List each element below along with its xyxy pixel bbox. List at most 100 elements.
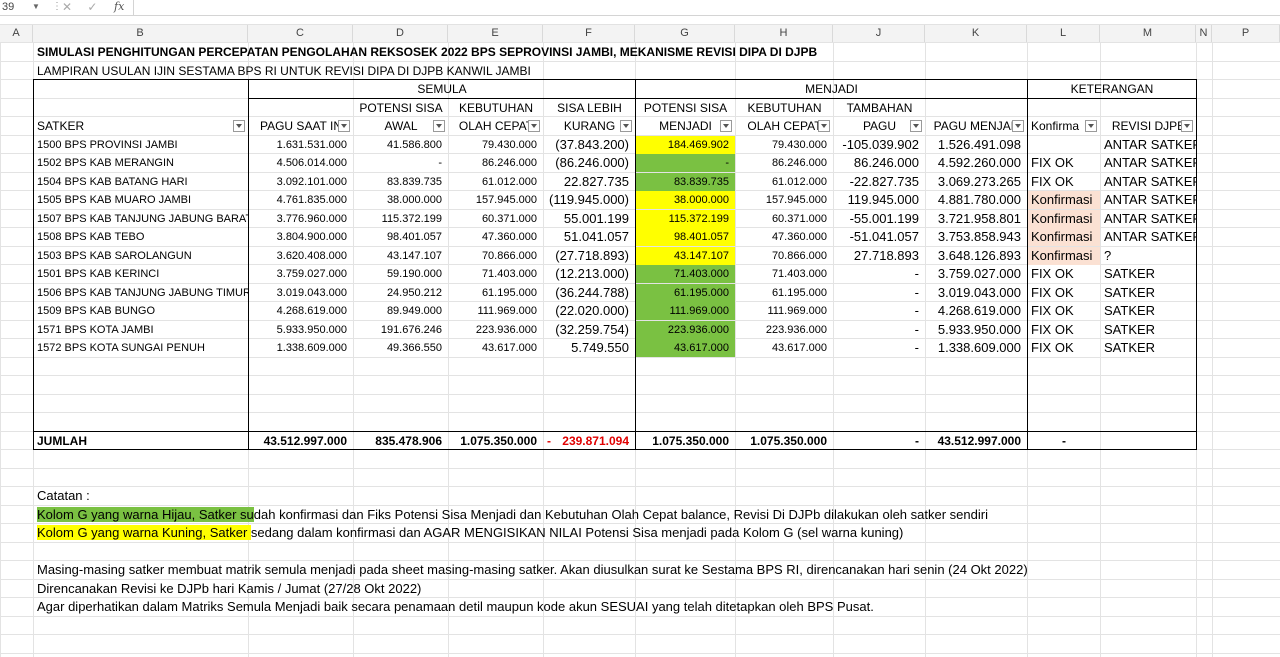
kebutuhan-olah-cepat[interactable]: 60.371.000 <box>481 213 537 225</box>
tambahan-pagu[interactable]: - <box>914 303 919 318</box>
column-header-n[interactable]: N <box>1196 25 1212 42</box>
formula-input[interactable] <box>133 0 1280 15</box>
pagu-menjadi[interactable]: 3.069.273.265 <box>937 174 1021 189</box>
pagu-saat-ini[interactable]: 1.338.609.000 <box>276 342 347 354</box>
column-header-m[interactable]: M <box>1100 25 1196 42</box>
sisa-lebih-kurang[interactable]: 5.749.550 <box>571 340 629 355</box>
filter-dropdown-icon[interactable] <box>528 120 540 132</box>
potensi-sisa-menjadi[interactable]: 115.372.199 <box>636 210 735 228</box>
kebutuhan-olah-cepat[interactable]: 86.246.000 <box>481 157 537 169</box>
sisa-lebih-kurang[interactable]: (32.259.754) <box>555 322 629 337</box>
konfirmasi-status[interactable]: FIX OK <box>1031 340 1074 355</box>
potensi-sisa-menjadi[interactable]: 223.936.000 <box>636 321 735 339</box>
potensi-sisa-awal[interactable]: 41.586.800 <box>386 139 442 151</box>
formula-action-buttons[interactable]: ✕ ✓ <box>62 0 104 14</box>
tambahan-pagu[interactable]: - <box>914 322 919 337</box>
satker-name[interactable]: 1507 BPS KAB TANJUNG JABUNG BARAT <box>37 213 248 225</box>
pagu-saat-ini[interactable]: 4.761.835.000 <box>276 194 347 206</box>
filter-dropdown-icon[interactable] <box>818 120 830 132</box>
pagu-saat-ini[interactable]: 3.092.101.000 <box>276 176 347 188</box>
potensi-sisa-menjadi[interactable]: 38.000.000 <box>636 191 735 209</box>
pagu-saat-ini[interactable]: 3.759.027.000 <box>276 268 347 280</box>
column-header-p[interactable]: P <box>1212 25 1280 42</box>
pagu-saat-ini[interactable]: 4.506.014.000 <box>276 157 347 169</box>
kebutuhan-olah-cepat[interactable]: 61.195.000 <box>481 287 537 299</box>
konfirmasi-status[interactable]: FIX OK <box>1031 303 1074 318</box>
revisi-djpb[interactable]: ? <box>1104 248 1112 263</box>
potensi-sisa-awal[interactable]: 59.190.000 <box>386 268 442 280</box>
potensi-sisa-awal[interactable]: 191.676.246 <box>380 324 442 336</box>
potensi-sisa-awal[interactable]: 98.401.057 <box>386 231 442 243</box>
column-header-f[interactable]: F <box>543 25 635 42</box>
header-revisi-djpb[interactable]: REVISI DJPB <box>1111 119 1186 133</box>
header-olah-cepat-menjadi[interactable]: OLAH CEPAT <box>747 119 822 133</box>
kebutuhan-olah-cepat-menjadi[interactable]: 47.360.000 <box>771 231 827 243</box>
konfirmasi-status[interactable]: FIX OK <box>1031 322 1074 337</box>
pagu-menjadi[interactable]: 1.338.609.000 <box>937 340 1021 355</box>
pagu-saat-ini[interactable]: 5.933.950.000 <box>276 324 347 336</box>
kebutuhan-olah-cepat[interactable]: 43.617.000 <box>481 342 537 354</box>
header-kurang[interactable]: KURANG <box>563 119 616 133</box>
satker-name[interactable]: 1500 BPS PROVINSI JAMBI <box>37 139 178 151</box>
pagu-menjadi[interactable]: 4.268.619.000 <box>937 303 1021 318</box>
tambahan-pagu[interactable]: 27.718.893 <box>853 248 919 263</box>
tambahan-pagu[interactable]: -51.041.057 <box>849 229 919 244</box>
sisa-lebih-kurang[interactable]: (37.843.200) <box>555 137 629 152</box>
revisi-djpb[interactable]: ANTAR SATKER <box>1104 229 1196 244</box>
filter-dropdown-icon[interactable] <box>1181 120 1193 132</box>
potensi-sisa-awal[interactable]: 89.949.000 <box>386 305 442 317</box>
pagu-menjadi[interactable]: 4.592.260.000 <box>937 155 1021 170</box>
pagu-saat-ini[interactable]: 3.620.408.000 <box>276 250 347 262</box>
revisi-djpb[interactable]: ANTAR SATKER <box>1104 192 1196 207</box>
column-header-l[interactable]: L <box>1027 25 1100 42</box>
fx-button[interactable]: fx <box>114 0 125 13</box>
tambahan-pagu[interactable]: - <box>914 266 919 281</box>
potensi-sisa-menjadi[interactable]: 111.969.000 <box>636 302 735 320</box>
sisa-lebih-kurang[interactable]: (119.945.000) <box>549 192 629 207</box>
pagu-menjadi[interactable]: 5.933.950.000 <box>937 322 1021 337</box>
column-header-a[interactable]: A <box>0 25 33 42</box>
potensi-sisa-menjadi[interactable]: 61.195.000 <box>636 284 735 302</box>
pagu-saat-ini[interactable]: 4.268.619.000 <box>276 305 347 317</box>
sisa-lebih-kurang[interactable]: (86.246.000) <box>555 155 629 170</box>
kebutuhan-olah-cepat[interactable]: 111.969.000 <box>477 305 537 317</box>
potensi-sisa-awal[interactable]: - <box>438 157 442 169</box>
konfirmasi-status[interactable]: FIX OK <box>1031 266 1074 281</box>
satker-name[interactable]: 1572 BPS KOTA SUNGAI PENUH <box>37 342 205 354</box>
kebutuhan-olah-cepat-menjadi[interactable]: 71.403.000 <box>771 268 827 280</box>
header-menjadi[interactable]: MENJADI <box>659 119 712 133</box>
sisa-lebih-kurang[interactable]: (27.718.893) <box>555 248 629 263</box>
header-awal[interactable]: AWAL <box>384 119 418 133</box>
pagu-menjadi[interactable]: 3.019.043.000 <box>937 285 1021 300</box>
filter-dropdown-icon[interactable] <box>720 120 732 132</box>
potensi-sisa-awal[interactable]: 38.000.000 <box>386 194 442 206</box>
column-header-k[interactable]: K <box>925 25 1027 42</box>
satker-name[interactable]: 1506 BPS KAB TANJUNG JABUNG TIMUR <box>37 287 248 299</box>
pagu-saat-ini[interactable]: 3.019.043.000 <box>276 287 347 299</box>
pagu-menjadi[interactable]: 3.759.027.000 <box>937 266 1021 281</box>
satker-name[interactable]: 1503 BPS KAB SAROLANGUN <box>37 250 192 262</box>
name-box[interactable]: 39 <box>2 1 15 13</box>
header-pagu-saat-ini[interactable]: PAGU SAAT IN <box>259 119 343 133</box>
konfirmasi-status[interactable]: Konfirmasi <box>1028 210 1100 228</box>
sisa-lebih-kurang[interactable]: (22.020.000) <box>555 303 629 318</box>
pagu-menjadi[interactable]: 1.526.491.098 <box>937 137 1021 152</box>
satker-name[interactable]: 1504 BPS KAB BATANG HARI <box>37 176 188 188</box>
kebutuhan-olah-cepat[interactable]: 47.360.000 <box>481 231 537 243</box>
satker-name[interactable]: 1509 BPS KAB BUNGO <box>37 305 155 317</box>
konfirmasi-status[interactable]: Konfirmasi <box>1028 247 1100 265</box>
revisi-djpb[interactable]: ANTAR SATKER <box>1104 211 1196 226</box>
satker-name[interactable]: 1501 BPS KAB KERINCI <box>37 268 160 280</box>
column-header-e[interactable]: E <box>448 25 543 42</box>
pagu-saat-ini[interactable]: 3.804.900.000 <box>276 231 347 243</box>
kebutuhan-olah-cepat[interactable]: 61.012.000 <box>481 176 537 188</box>
kebutuhan-olah-cepat-menjadi[interactable]: 61.195.000 <box>771 287 827 299</box>
revisi-djpb[interactable]: SATKER <box>1104 285 1156 300</box>
potensi-sisa-awal[interactable]: 43.147.107 <box>386 250 442 262</box>
sisa-lebih-kurang[interactable]: 51.041.057 <box>563 229 629 244</box>
konfirmasi-status[interactable]: FIX OK <box>1031 155 1074 170</box>
revisi-djpb[interactable]: SATKER <box>1104 340 1156 355</box>
revisi-djpb[interactable]: SATKER <box>1104 322 1156 337</box>
tambahan-pagu[interactable]: -105.039.902 <box>842 137 919 152</box>
potensi-sisa-menjadi[interactable]: - <box>636 154 735 172</box>
